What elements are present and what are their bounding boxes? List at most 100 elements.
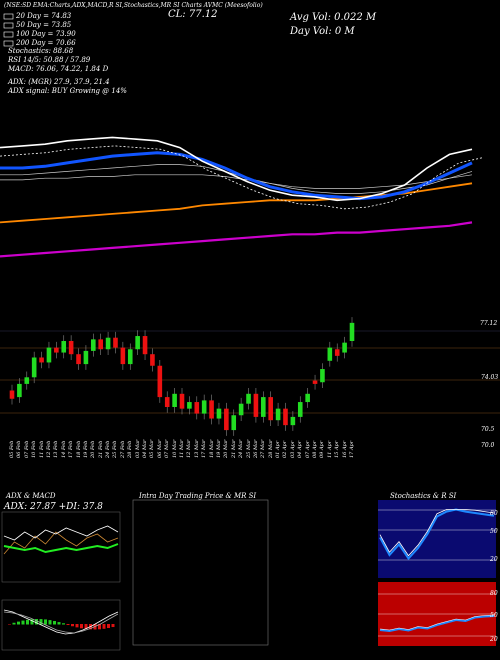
date-tick-label: 24 Mar <box>238 439 245 458</box>
macd-histogram-bar <box>66 624 70 626</box>
rsi-line <box>379 615 495 633</box>
date-tick-label: 17 Apr <box>349 440 355 458</box>
date-tick-label: 03 Mar <box>134 439 141 458</box>
date-tick-label: 20 Mar <box>223 439 230 458</box>
macd-histogram-bar <box>53 621 56 625</box>
date-tick-label: 06 Mar <box>156 439 163 458</box>
macd-histogram-bar <box>111 624 115 628</box>
date-tick-label: 04 Mar <box>142 439 149 458</box>
candle-body <box>76 354 81 365</box>
date-tick-label: 05 Feb <box>9 440 15 458</box>
date-tick-label: 15 Apr <box>334 440 341 458</box>
date-tick-label: 14 Feb <box>60 440 67 458</box>
candle-body <box>54 347 59 353</box>
candle-body <box>39 357 44 363</box>
candle-body <box>172 393 177 407</box>
candle-body <box>275 408 281 421</box>
date-tick-label: 11 Mar <box>179 439 185 458</box>
macd-histogram-bar <box>12 622 16 625</box>
stoch-d-line <box>379 509 495 557</box>
candle-body <box>253 393 259 417</box>
date-tick-label: 05 Mar <box>149 439 156 458</box>
date-tick-label: 11 Feb <box>38 440 45 458</box>
date-tick-label: 18 Feb <box>75 440 82 458</box>
rsi-tick-20: 20 <box>490 636 498 643</box>
candle-body <box>312 380 318 384</box>
day-volume-label: Day Vol: 0 M <box>290 26 355 37</box>
date-tick-label: 06 Feb <box>16 440 23 458</box>
price-tick-top: 77.12 <box>480 320 498 327</box>
date-tick-label: 13 Mar <box>193 439 200 458</box>
candle-body <box>194 402 200 414</box>
price-line <box>0 136 473 202</box>
date-tick-label: 26 Mar <box>252 439 259 458</box>
candle-body <box>283 408 288 426</box>
macd-signal-line <box>3 611 119 634</box>
candle-body <box>305 393 310 403</box>
date-tick-label: 20 Feb <box>90 440 97 458</box>
candle-body <box>349 322 355 341</box>
ema100-line <box>0 174 473 189</box>
intraday-panel-title: Intra Day Trading Price & MR SI <box>139 492 257 500</box>
candle-body <box>17 383 22 398</box>
stoch-tick-80: 80 <box>490 510 498 517</box>
candle-body <box>216 408 222 419</box>
candle-body <box>9 390 15 399</box>
macd-histogram-bar <box>26 619 29 625</box>
price-tick-2: 74.03 <box>481 374 499 381</box>
date-tick-label: 07 Feb <box>23 440 30 458</box>
macd-histogram-bar <box>75 624 79 628</box>
candle-body <box>120 347 126 365</box>
candle-body <box>135 336 140 350</box>
candle-body <box>150 354 155 366</box>
ema20-line <box>0 151 473 201</box>
date-tick-label: 21 Feb <box>97 440 104 458</box>
date-tick-label: 17 Feb <box>68 440 75 458</box>
candle-body <box>157 365 163 398</box>
adx-signal-readout: ADX signal: BUY Growing @ 14% <box>8 87 127 95</box>
macd-histogram-bar <box>44 619 47 625</box>
candle-body <box>297 402 303 417</box>
macd-histogram-bar <box>84 624 88 629</box>
date-tick-label: 27 Mar <box>260 439 267 458</box>
macd-histogram-bar <box>21 620 25 625</box>
date-tick-label: 25 Mar <box>245 439 252 458</box>
candle-body <box>320 369 325 383</box>
close-price-label: CL: 77.12 <box>168 9 218 20</box>
date-tick-label: 16 Apr <box>341 440 348 458</box>
candle-body <box>46 347 52 363</box>
ema-legend-entry: 200 Day = 70.66 <box>16 39 76 47</box>
date-tick-label: 24 Feb <box>105 440 112 458</box>
candle-body <box>31 357 37 378</box>
adx-panel-title: ADX & MACD <box>6 492 56 500</box>
date-tick-label: 09 Apr <box>319 440 326 458</box>
date-tick-label: 21 Mar <box>230 439 237 458</box>
adx-readout: ADX: (MGR) 27.9, 37.9, 21.4 <box>8 78 110 86</box>
candle-body <box>127 349 133 365</box>
adx-di-plus-line <box>3 543 119 554</box>
macd-histogram-bar <box>48 620 52 625</box>
candle-body <box>261 397 266 417</box>
intraday-panel-box <box>132 499 269 646</box>
candle-body <box>327 347 333 361</box>
adx-panel-values: ADX: 27.87 +DI: 37.8 <box>4 502 103 512</box>
date-tick-label: 07 Apr <box>304 440 311 458</box>
date-tick-label: 07 Mar <box>164 439 171 458</box>
stochastics-readout: Stochastics: 88.68 <box>8 47 74 55</box>
candle-body <box>105 337 111 350</box>
macd-histogram-bar <box>57 622 61 625</box>
candle-body <box>201 400 207 414</box>
rsi-signal-line <box>379 614 495 631</box>
price-tick-3: 70.5 <box>481 426 495 433</box>
ema-long-line <box>0 221 473 258</box>
candle-body <box>231 415 237 431</box>
candle-body <box>179 393 185 409</box>
candle-body <box>68 341 74 355</box>
adx-di-minus-line <box>3 531 119 555</box>
date-tick-label: 27 Feb <box>119 440 126 458</box>
ema-legend-swatch <box>3 13 14 20</box>
date-tick-label: 02 Apr <box>282 440 289 458</box>
macd-histogram-bar <box>8 624 11 625</box>
ema-legend-entry: 100 Day = 73.90 <box>16 30 76 38</box>
